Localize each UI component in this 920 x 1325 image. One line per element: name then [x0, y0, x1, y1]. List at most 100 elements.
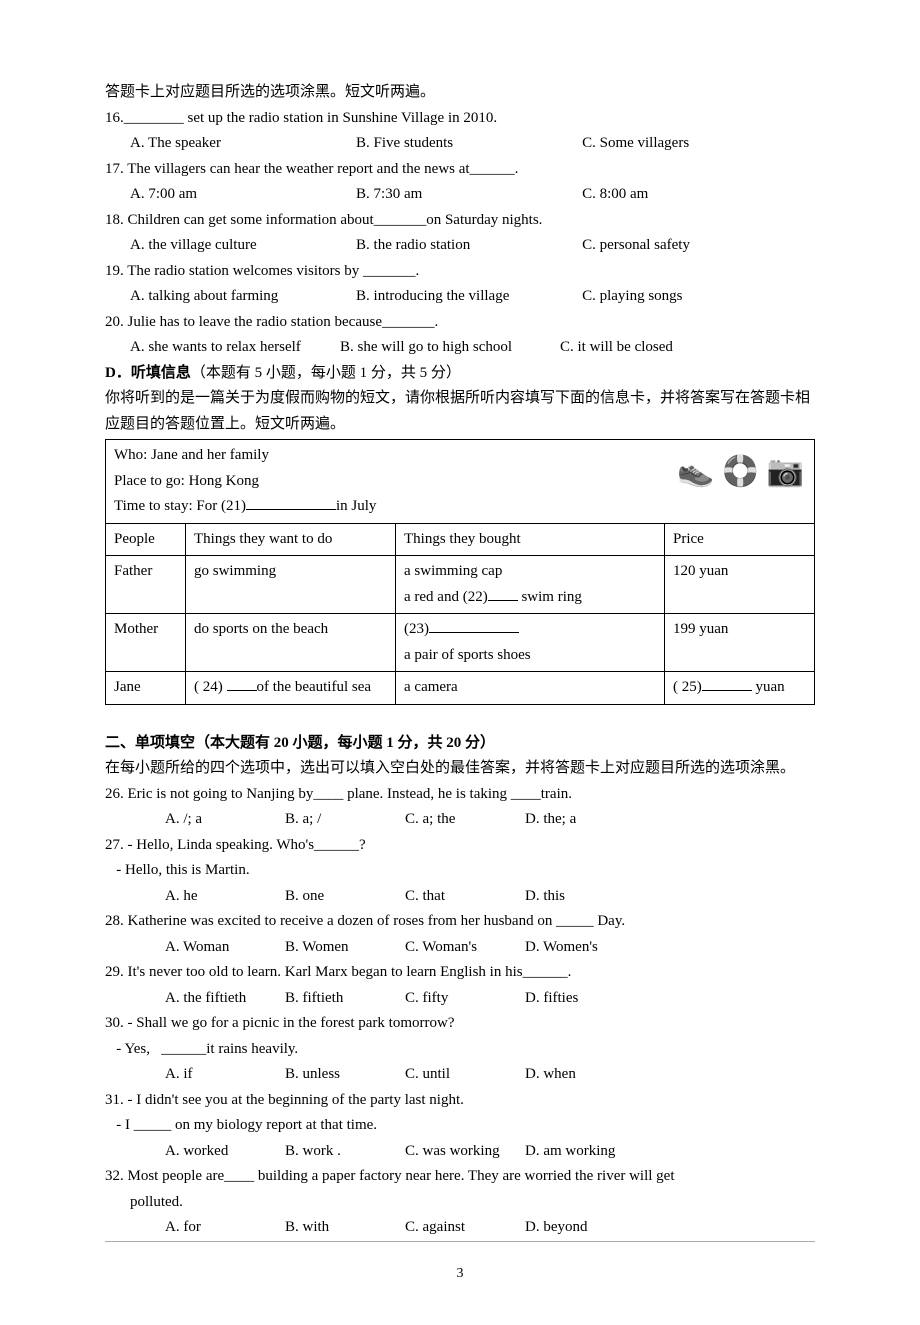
- q32-c: C. against: [405, 1215, 525, 1241]
- blank-23[interactable]: [429, 618, 519, 633]
- q31-a: A. worked: [165, 1139, 285, 1165]
- section-d-intro: 你将听到的是一篇关于为度假而购物的短文，请你根据所听内容填写下面的信息卡，并将答…: [105, 386, 815, 437]
- section2-title: 二、单项填空（本大题有 20 小题，每小题 1 分，共 20 分）: [105, 731, 815, 757]
- q30-c: C. until: [405, 1062, 525, 1088]
- info-time-suffix: in July: [336, 498, 376, 514]
- q26-d: D. the; a: [525, 807, 645, 833]
- jane-do: ( 24) of the beautiful sea: [186, 672, 396, 705]
- q30-options: A. if B. unless C. until D. when: [105, 1062, 815, 1088]
- q32-d: D. beyond: [525, 1215, 645, 1241]
- father-bought-2b: swim ring: [518, 589, 582, 605]
- q29-options: A. the fiftieth B. fiftieth C. fifty D. …: [105, 986, 815, 1012]
- father-do: go swimming: [186, 556, 396, 614]
- section2-intro: 在每小题所给的四个选项中，选出可以填入空白处的最佳答案，并将答题卡上对应题目所选…: [105, 756, 815, 782]
- q20-text: 20. Julie has to leave the radio station…: [105, 310, 815, 336]
- q32-l2: polluted.: [105, 1190, 815, 1216]
- q32-options: A. for B. with C. against D. beyond: [105, 1215, 815, 1242]
- q20-options: A. she wants to relax herself B. she wil…: [105, 335, 815, 361]
- father-people: Father: [106, 556, 186, 614]
- q17-text: 17. The villagers can hear the weather r…: [105, 157, 815, 183]
- q31-options: A. worked B. work . C. was working D. am…: [105, 1139, 815, 1165]
- th-people: People: [106, 523, 186, 556]
- q27-a: A. he: [165, 884, 285, 910]
- q27-l2: - Hello, this is Martin.: [105, 858, 815, 884]
- q29-d: D. fifties: [525, 986, 645, 1012]
- q32-a: A. for: [165, 1215, 285, 1241]
- q28-b: B. Women: [285, 935, 405, 961]
- jane-price: ( 25) yuan: [665, 672, 815, 705]
- q18-a: A. the village culture: [130, 233, 356, 259]
- q29-b: B. fiftieth: [285, 986, 405, 1012]
- mother-bought: (23) a pair of sports shoes: [396, 614, 665, 672]
- q31-l1: 31. - I didn't see you at the beginning …: [105, 1088, 815, 1114]
- q26-options: A. /; a B. a; / C. a; the D. the; a: [105, 807, 815, 833]
- info-box: Who: Jane and her family Place to go: Ho…: [106, 440, 815, 524]
- q28-c: C. Woman's: [405, 935, 525, 961]
- q27-d: D. this: [525, 884, 645, 910]
- blank-22[interactable]: [488, 586, 518, 601]
- q20-b: B. she will go to high school: [340, 335, 560, 361]
- q32-l1: 32. Most people are____ building a paper…: [105, 1164, 815, 1190]
- q29-text: 29. It's never too old to learn. Karl Ma…: [105, 960, 815, 986]
- header-text: 答题卡上对应题目所选的选项涂黑。短文听两遍。: [105, 80, 815, 106]
- q27-l1: 27. - Hello, Linda speaking. Who's______…: [105, 833, 815, 859]
- q17-c: C. 8:00 am: [582, 182, 808, 208]
- q27-options: A. he B. one C. that D. this: [105, 884, 815, 910]
- th-bought: Things they bought: [396, 523, 665, 556]
- q20-c: C. it will be closed: [560, 335, 673, 361]
- mother-bought-1-label: (23): [404, 621, 429, 637]
- row-father: Father go swimming a swimming cap a red …: [106, 556, 815, 614]
- q27-b: B. one: [285, 884, 405, 910]
- q30-l1: 30. - Shall we go for a picnic in the fo…: [105, 1011, 815, 1037]
- section-d-title: D．听填信息（本题有 5 小题，每小题 1 分，共 5 分）: [105, 361, 815, 387]
- q32-b: B. with: [285, 1215, 405, 1241]
- q30-b: B. unless: [285, 1062, 405, 1088]
- father-bought-1: a swimming cap: [404, 559, 656, 585]
- jane-do-prefix: ( 24): [194, 679, 227, 695]
- q17-a: A. 7:00 am: [130, 182, 356, 208]
- father-price: 120 yuan: [665, 556, 815, 614]
- q18-options: A. the village culture B. the radio stat…: [105, 233, 815, 259]
- section-d-bold: D．听填信息: [105, 365, 191, 381]
- father-bought-2a: a red and (22): [404, 589, 488, 605]
- q18-text: 18. Children can get some information ab…: [105, 208, 815, 234]
- jane-do-suffix: of the beautiful sea: [257, 679, 372, 695]
- mother-bought-2: a pair of sports shoes: [404, 643, 656, 669]
- th-things: Things they want to do: [186, 523, 396, 556]
- q26-b: B. a; /: [285, 807, 405, 833]
- blank-25[interactable]: [702, 676, 752, 691]
- q16-text: 16.________ set up the radio station in …: [105, 106, 815, 132]
- page-number: 3: [105, 1262, 815, 1286]
- jane-price-suffix: yuan: [752, 679, 785, 695]
- q31-c: C. was working: [405, 1139, 525, 1165]
- mother-price: 199 yuan: [665, 614, 815, 672]
- q19-a: A. talking about farming: [130, 284, 356, 310]
- q28-a: A. Woman: [165, 935, 285, 961]
- section-d-rest: （本题有 5 小题，每小题 1 分，共 5 分）: [191, 365, 461, 381]
- father-bought: a swimming cap a red and (22) swim ring: [396, 556, 665, 614]
- q30-l2: - Yes, ______it rains heavily.: [105, 1037, 815, 1063]
- q17-options: A. 7:00 am B. 7:30 am C. 8:00 am: [105, 182, 815, 208]
- q17-b: B. 7:30 am: [356, 182, 582, 208]
- q28-text: 28. Katherine was excited to receive a d…: [105, 909, 815, 935]
- table-header-row: People Things they want to do Things the…: [106, 523, 815, 556]
- blank-24[interactable]: [227, 676, 257, 691]
- q27-c: C. that: [405, 884, 525, 910]
- q28-d: D. Women's: [525, 935, 645, 961]
- row-mother: Mother do sports on the beach (23) a pai…: [106, 614, 815, 672]
- q18-c: C. personal safety: [582, 233, 808, 259]
- q16-a: A. The speaker: [130, 131, 356, 157]
- q19-options: A. talking about farming B. introducing …: [105, 284, 815, 310]
- q16-c: C. Some villagers: [582, 131, 808, 157]
- q19-b: B. introducing the village: [356, 284, 582, 310]
- q19-c: C. playing songs: [582, 284, 808, 310]
- blank-21[interactable]: [246, 495, 336, 510]
- father-bought-2: a red and (22) swim ring: [404, 585, 656, 611]
- product-icons: 👟 🛟 📷: [677, 446, 804, 497]
- q29-a: A. the fiftieth: [165, 986, 285, 1012]
- q31-d: D. am working: [525, 1139, 645, 1165]
- q26-c: C. a; the: [405, 807, 525, 833]
- jane-bought: a camera: [396, 672, 665, 705]
- q29-c: C. fifty: [405, 986, 525, 1012]
- q20-a: A. she wants to relax herself: [130, 335, 340, 361]
